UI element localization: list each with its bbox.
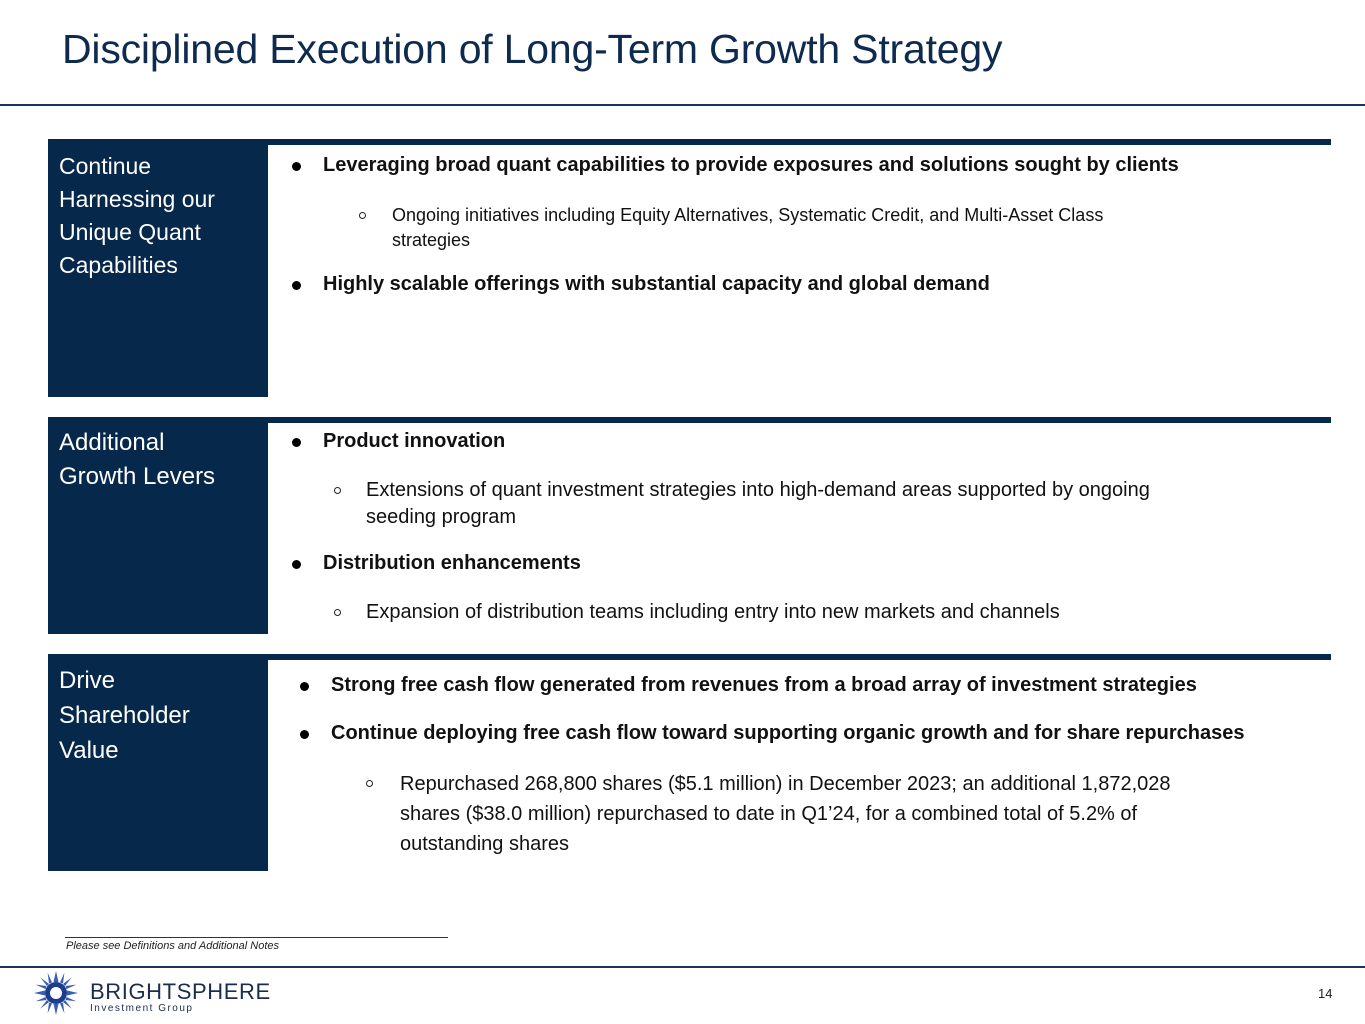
section-content: Product innovation Extensions of quant i… (268, 417, 1331, 634)
sub-bullet-line: seeding program (366, 506, 517, 528)
bullet-dot-icon (300, 730, 309, 739)
section-label-box: Drive Shareholder Value (48, 654, 268, 871)
footnote: Please see Definitions and Additional No… (66, 940, 280, 952)
section-label-line: Capabilities (59, 252, 178, 278)
sub-bullet-circle-icon (334, 609, 341, 616)
logo-subtitle: Investment Group (90, 1003, 194, 1014)
bullet-dot-icon (292, 281, 301, 290)
bullet-item: Leveraging broad quant capabilities to p… (292, 154, 1179, 177)
section-label-box: Continue Harnessing our Unique Quant Cap… (48, 139, 268, 397)
section-label-line: Continue (59, 153, 152, 179)
section-label-line: Unique Quant (59, 219, 201, 245)
bullet-item: Strong free cash flow generated from rev… (300, 674, 1197, 697)
sub-bullet-line: Ongoing initiatives including Equity Alt… (392, 205, 1104, 225)
sub-bullet-item: Ongoing initiatives including Equity Alt… (359, 203, 1104, 253)
section-quant-capabilities: Continue Harnessing our Unique Quant Cap… (48, 139, 1331, 397)
sub-bullet-circle-icon (366, 780, 373, 787)
bullet-item: Highly scalable offerings with substanti… (292, 273, 990, 296)
sub-bullet-line: Repurchased 268,800 shares ($5.1 million… (400, 773, 1171, 795)
section-label-line: Shareholder (59, 702, 190, 729)
footnote-divider (65, 937, 448, 938)
sub-bullet-circle-icon (334, 487, 341, 494)
section-content: Strong free cash flow generated from rev… (268, 654, 1331, 871)
bullet-item: Continue deploying free cash flow toward… (300, 722, 1245, 745)
sub-bullet-item: Extensions of quant investment strategie… (334, 477, 1150, 531)
section-top-bar (268, 139, 1331, 145)
section-top-bar (268, 417, 1331, 423)
sub-bullet-item: Repurchased 268,800 shares ($5.1 million… (366, 769, 1171, 859)
bullet-dot-icon (292, 438, 301, 447)
section-label-line: Additional (59, 429, 165, 456)
section-label-line: Value (59, 737, 119, 764)
section-label-line: Harnessing our (59, 186, 215, 212)
bullet-item: Distribution enhancements (292, 552, 581, 575)
section-label-line: Growth Levers (59, 463, 216, 490)
section-top-bar (268, 654, 1331, 660)
bullet-dot-icon (292, 560, 301, 569)
bullet-text: Leveraging broad quant capabilities to p… (323, 154, 1179, 176)
sub-bullet-item: Expansion of distribution teams includin… (334, 599, 1060, 626)
brightsphere-logo-icon (34, 971, 78, 1015)
page-number: 14 (1318, 986, 1333, 1001)
section-label-box: Additional Growth Levers (48, 417, 268, 634)
page-title: Disciplined Execution of Long-Term Growt… (62, 26, 1003, 72)
section-shareholder-value: Drive Shareholder Value Strong free cash… (48, 654, 1331, 871)
sub-bullet-line: strategies (392, 230, 471, 250)
bullet-text: Continue deploying free cash flow toward… (331, 722, 1245, 744)
section-growth-levers: Additional Growth Levers Product innovat… (48, 417, 1331, 634)
bullet-item: Product innovation (292, 430, 506, 453)
sub-bullet-line: outstanding shares (400, 833, 570, 855)
section-content: Leveraging broad quant capabilities to p… (268, 139, 1331, 397)
bullet-text: Highly scalable offerings with substanti… (323, 273, 990, 295)
sub-bullet-circle-icon (359, 212, 366, 219)
footer-divider (0, 966, 1365, 968)
sub-bullet-line: Extensions of quant investment strategie… (366, 479, 1150, 501)
logo-wordmark: BRIGHTSPHERE (90, 979, 271, 1004)
sub-bullet-line: shares ($38.0 million) repurchased to da… (400, 803, 1138, 825)
bullet-dot-icon (300, 682, 309, 691)
bullet-text: Strong free cash flow generated from rev… (331, 674, 1197, 696)
bullet-text: Product innovation (323, 430, 506, 452)
section-label-line: Drive (59, 667, 116, 694)
sub-bullet-line: Expansion of distribution teams includin… (366, 601, 1060, 623)
bullet-text: Distribution enhancements (323, 552, 581, 574)
bullet-dot-icon (292, 162, 301, 171)
title-divider (0, 104, 1365, 106)
